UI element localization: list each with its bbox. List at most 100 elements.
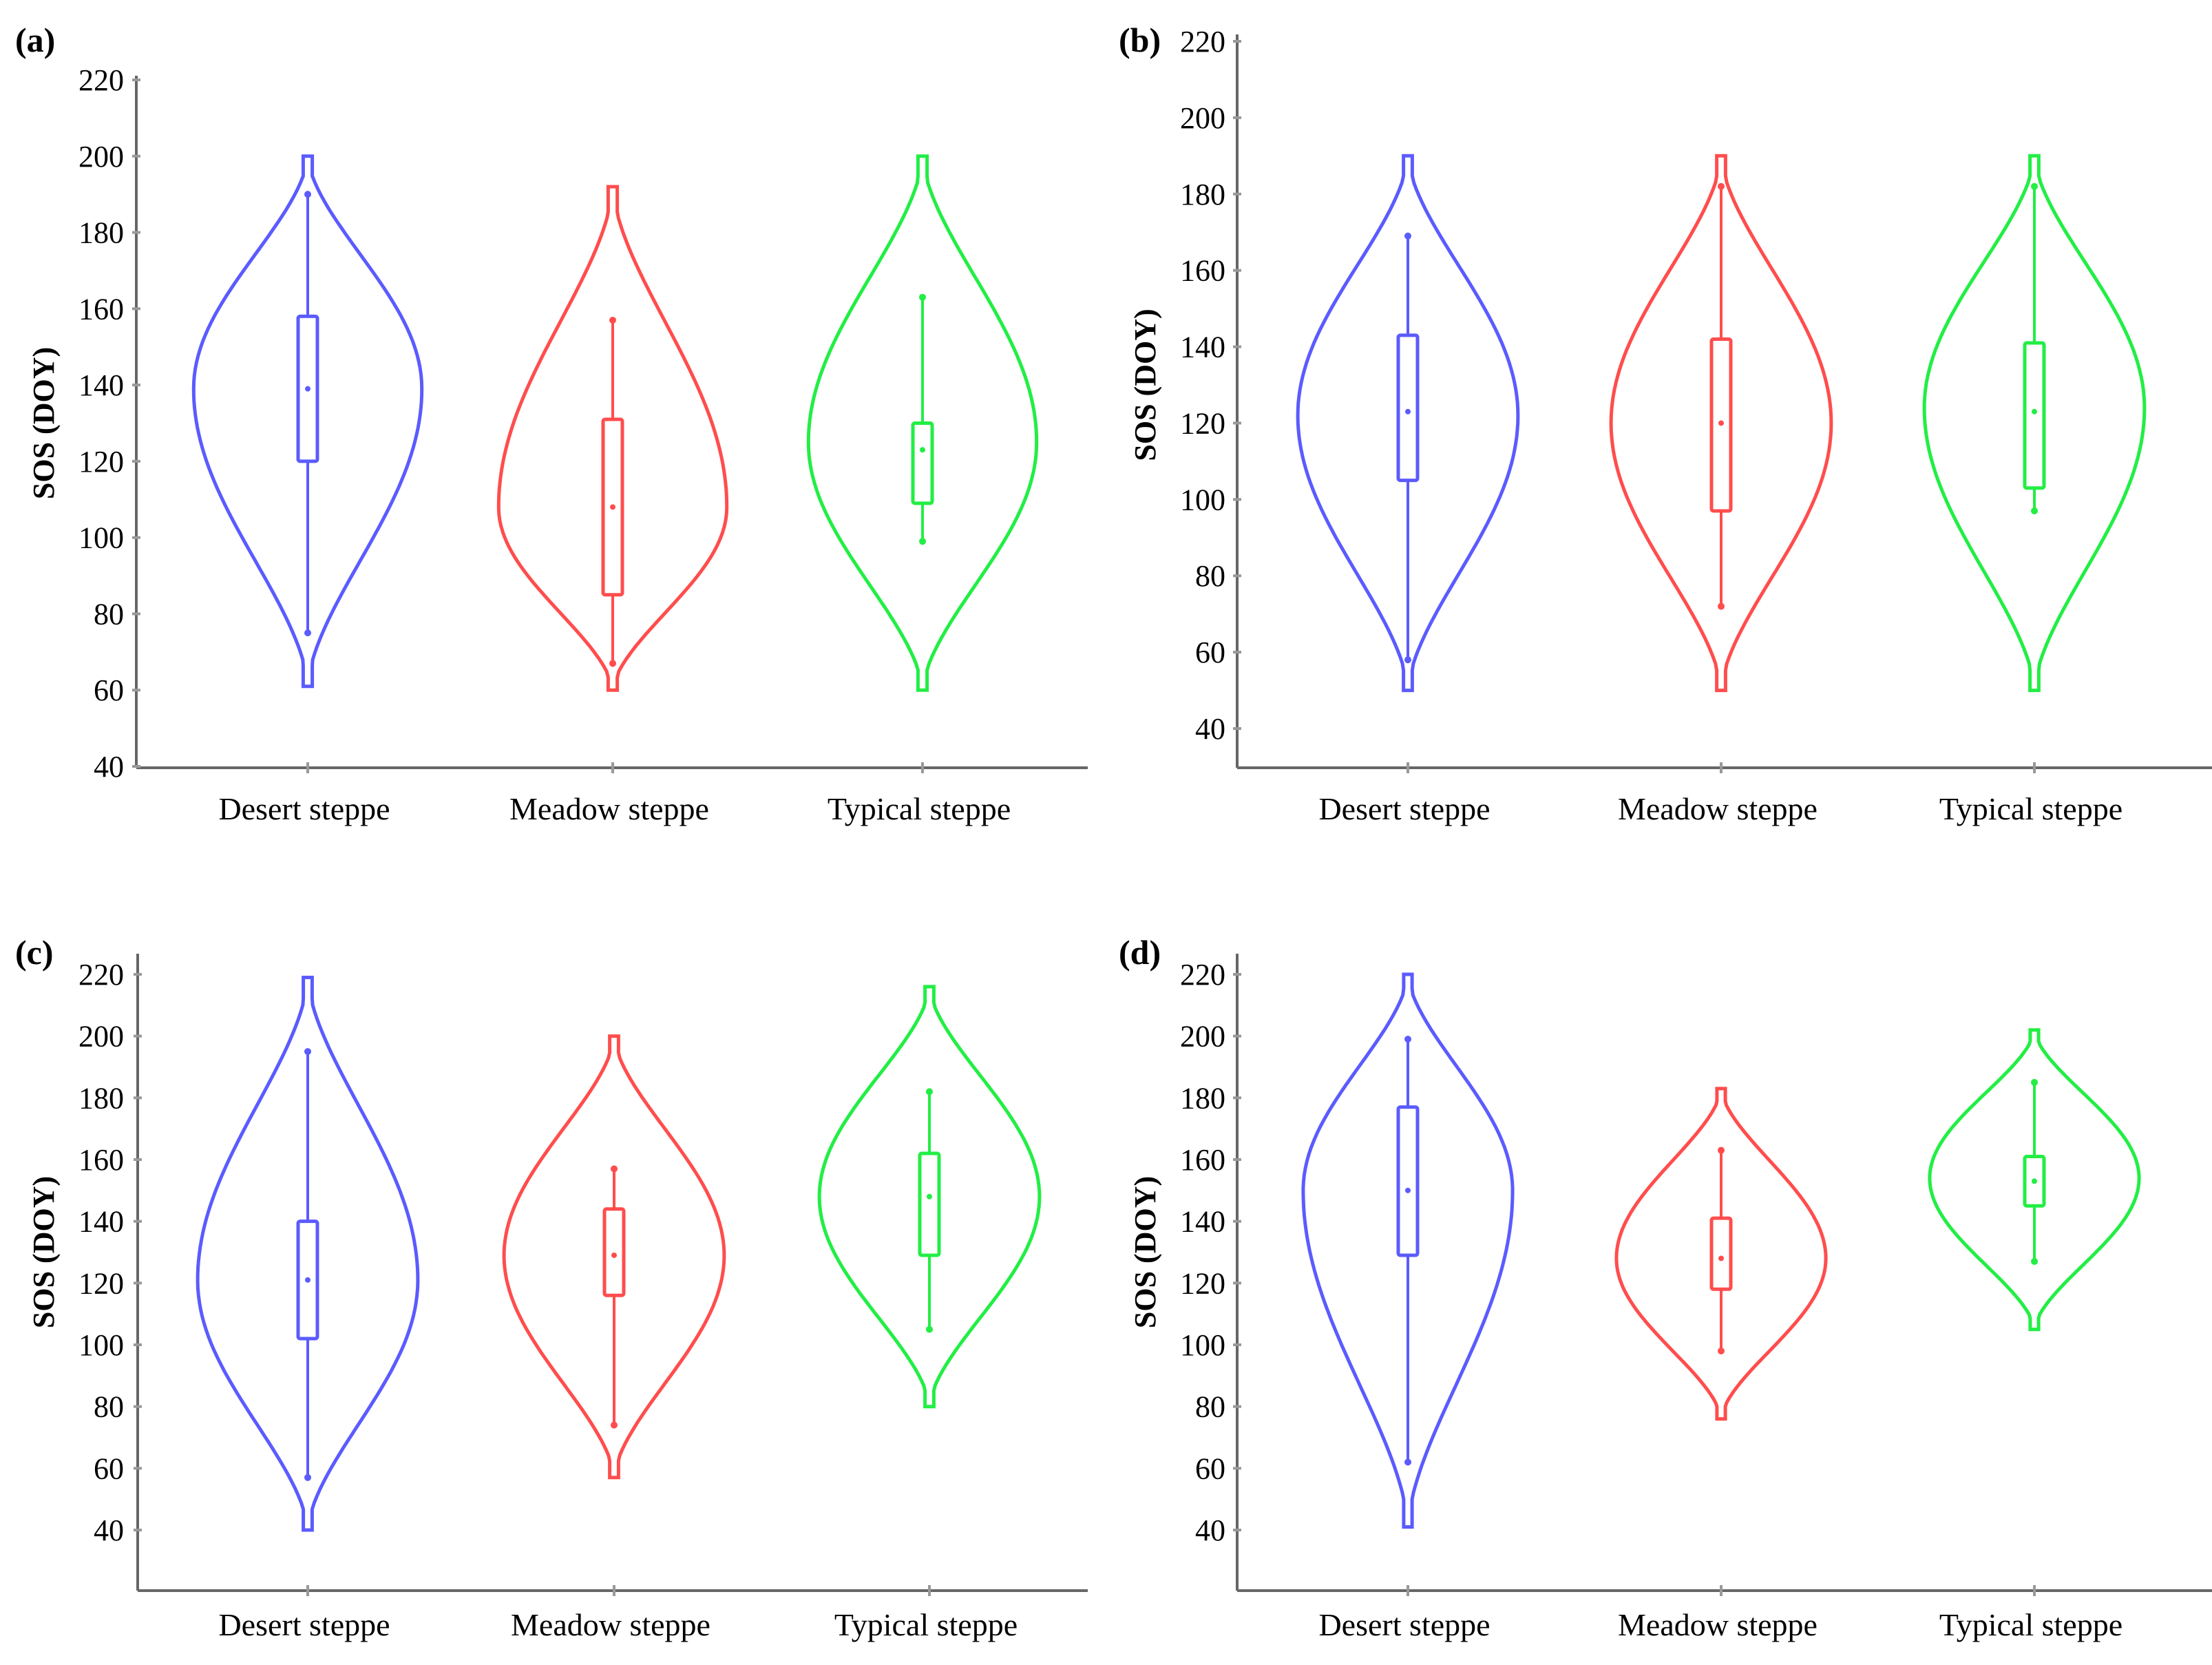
y-tick-label: 180	[78, 1081, 124, 1115]
y-tick-label: 180	[1180, 178, 1225, 211]
y-tick-label: 100	[1180, 1328, 1225, 1362]
panel-d: (d) 40 60 80 100 120 140 160 180 200 220 SOS (DOY) D…	[1119, 933, 2212, 1642]
iqr-box	[602, 1207, 626, 1297]
y-axis-title: SOS (DOY)	[1128, 1176, 1162, 1328]
whisker-end	[2031, 1257, 2038, 1265]
y-tick-label: 200	[1180, 101, 1225, 135]
whisker-end	[919, 538, 926, 545]
y-tick-label: 160	[78, 1143, 124, 1177]
violin-outline	[806, 154, 1039, 692]
x-category-label: Desert steppe	[1318, 791, 1490, 826]
median-marker	[305, 386, 310, 392]
violin-outline	[1922, 154, 2147, 693]
violin-outline	[196, 976, 420, 1532]
whisker-end	[1404, 656, 1411, 664]
y-axis-title: SOS (DOY)	[1128, 308, 1162, 461]
violin-desert-steppe	[1296, 154, 1520, 693]
whisker-end	[1404, 232, 1411, 240]
x-category-label: Typical steppe	[1939, 791, 2123, 826]
whisker-end	[2031, 182, 2038, 190]
y-tick-label: 40	[94, 1514, 124, 1547]
y-axis-title: SOS (DOY)	[27, 347, 61, 499]
y-tick-label: 120	[78, 445, 124, 479]
median-marker	[927, 1193, 932, 1200]
panel-a: (a) 40 60 80 100 120 140 160 180 200 220 SOS (DOY) D…	[15, 21, 1088, 826]
y-tick-label: 100	[78, 1328, 124, 1362]
whisker-end	[919, 293, 926, 301]
iqr-box	[1709, 1216, 1733, 1291]
whisker-end	[609, 660, 616, 667]
panel-label: (a)	[15, 21, 55, 59]
whisker-end	[304, 191, 311, 198]
y-tick-label: 80	[1195, 559, 1225, 593]
whisker-end	[304, 1048, 311, 1056]
panel-label: (c)	[15, 933, 54, 972]
violin-desert-steppe	[191, 154, 424, 689]
median-marker	[1718, 1255, 1724, 1261]
iqr-box	[911, 421, 934, 505]
median-marker	[611, 1252, 617, 1258]
violin-meadow-steppe	[496, 185, 729, 692]
whisker-end	[926, 1326, 933, 1333]
whisker-end	[1718, 1146, 1725, 1154]
iqr-box	[1396, 333, 1420, 483]
violin-desert-steppe	[1301, 972, 1515, 1529]
y-tick-label: 40	[1195, 712, 1225, 746]
whisker-end	[304, 629, 311, 637]
whisker-end	[2031, 507, 2038, 514]
y-tick-label: 220	[78, 958, 124, 992]
panel-label: (d)	[1119, 933, 1161, 972]
violin-outline	[1928, 1028, 2141, 1332]
x-category-label: Meadow steppe	[1618, 791, 1818, 826]
median-marker	[1718, 420, 1724, 426]
iqr-box	[918, 1151, 941, 1257]
y-tick-label: 80	[94, 1390, 124, 1424]
y-tick-label: 160	[78, 292, 124, 326]
y-tick-label: 60	[94, 673, 124, 707]
x-category-label: Meadow steppe	[509, 791, 709, 826]
violin-outline	[1614, 1087, 1828, 1421]
y-tick-label: 160	[1180, 254, 1225, 288]
y-tick-label: 140	[1180, 331, 1225, 364]
whisker-end	[1404, 1036, 1411, 1043]
y-tick-label: 100	[1180, 483, 1225, 516]
x-category-label: Desert steppe	[218, 791, 390, 826]
y-tick-label: 180	[78, 216, 124, 250]
violin-outline	[1301, 972, 1515, 1529]
y-tick-label: 120	[1180, 406, 1225, 440]
x-category-label: Desert steppe	[1318, 1607, 1490, 1642]
violin-meadow-steppe	[1614, 1087, 1828, 1421]
y-tick-label: 60	[94, 1452, 124, 1485]
median-marker	[1405, 1187, 1411, 1193]
whisker-end	[1718, 1347, 1725, 1354]
violin-typical-steppe	[806, 154, 1039, 692]
median-marker	[2032, 1178, 2037, 1184]
y-tick-label: 120	[78, 1266, 124, 1300]
whisker-end	[304, 1474, 311, 1481]
x-category-label: Desert steppe	[218, 1607, 390, 1642]
y-tick-label: 160	[1180, 1143, 1225, 1177]
iqr-box	[2023, 341, 2046, 490]
median-marker	[305, 1277, 310, 1283]
whisker-end	[611, 1421, 618, 1429]
panel-c: (c) 40 60 80 100 120 140 160 180 200 220 SOS (DOY) D…	[15, 933, 1088, 1642]
y-tick-label: 220	[1180, 958, 1225, 992]
panel-label: (b)	[1119, 21, 1161, 59]
violin-outline	[191, 154, 424, 689]
violin-outline	[817, 985, 1042, 1409]
x-category-label: Meadow steppe	[511, 1607, 710, 1642]
whisker-end	[2031, 1078, 2038, 1086]
y-tick-label: 100	[78, 521, 124, 555]
y-axis-title: SOS (DOY)	[27, 1176, 61, 1328]
median-marker	[610, 504, 615, 510]
violin-typical-steppe	[817, 985, 1042, 1409]
median-marker	[1405, 408, 1411, 415]
violin-outline	[496, 185, 729, 692]
y-tick-label: 200	[78, 1020, 124, 1054]
whisker-end	[1718, 603, 1725, 610]
panel-b: (b) 40 60 80 100 120 140 160 180 200 220 SOS (DOY) D…	[1119, 21, 2212, 826]
y-tick-label: 220	[1180, 25, 1225, 59]
y-tick-label: 200	[78, 140, 124, 174]
whisker-end	[611, 1165, 618, 1173]
y-tick-label: 40	[94, 750, 124, 784]
